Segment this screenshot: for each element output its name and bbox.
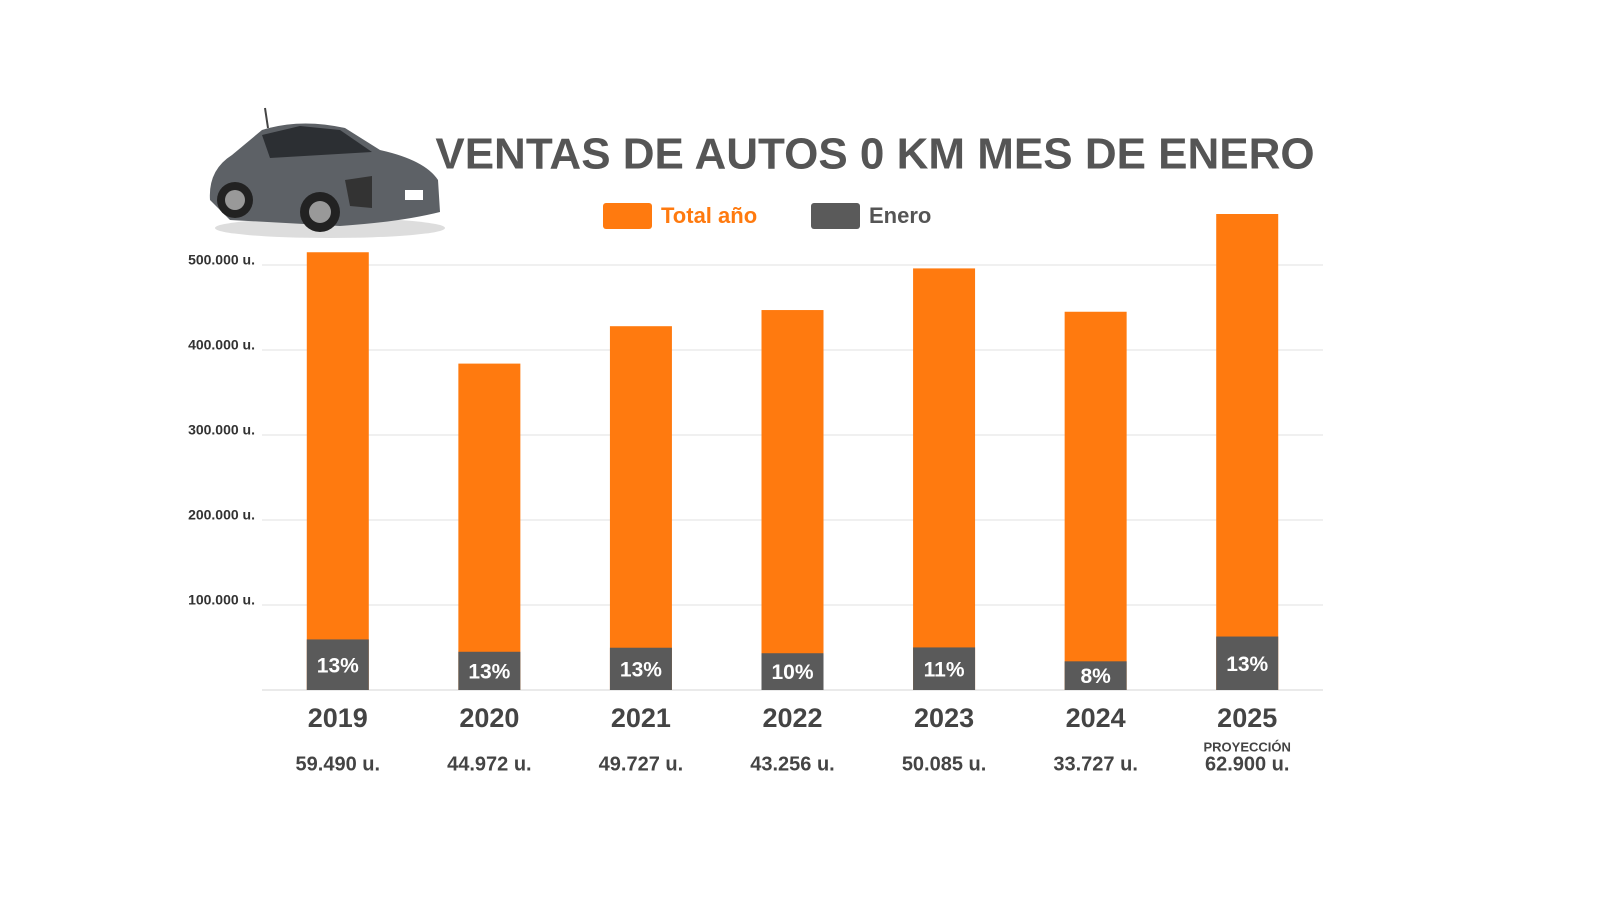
value-label: 62.900 u. [1205, 753, 1290, 775]
car-illustration [209, 107, 445, 238]
value-label: 43.256 u. [750, 753, 835, 775]
legend-label: Enero [869, 203, 931, 228]
percent-label: 10% [771, 661, 813, 684]
bar [913, 268, 976, 690]
x-tick-label: 2021 [611, 703, 671, 733]
legend-label: Total año [661, 203, 757, 228]
percent-label: 13% [620, 658, 662, 681]
legend-swatch [811, 203, 860, 229]
bar [306, 639, 369, 690]
value-label: 44.972 u. [447, 753, 532, 775]
bar [458, 651, 521, 690]
percent-label: 8% [1080, 665, 1111, 688]
value-label: 49.727 u. [599, 753, 684, 775]
legend-swatch [603, 203, 652, 229]
bar [609, 326, 672, 690]
bar [1216, 214, 1279, 690]
chart-title: VENTAS DE AUTOS 0 KM MES DE ENERO [435, 130, 1314, 179]
bar [761, 310, 824, 690]
bar [1064, 311, 1127, 690]
percent-label: 11% [924, 658, 965, 681]
x-tick-label: 2023 [914, 703, 974, 733]
x-tick-label: 2019 [308, 703, 368, 733]
bar [609, 647, 672, 690]
value-label: 50.085 u. [902, 753, 987, 775]
y-tick-label: 400.000 u. [188, 337, 255, 353]
annotation: PROYECCIÓN [1204, 739, 1291, 754]
percent-label: 13% [468, 660, 510, 683]
percent-label: 13% [317, 654, 359, 677]
x-tick-label: 2024 [1066, 703, 1126, 733]
value-label: 59.490 u. [296, 753, 381, 775]
x-tick-label: 2020 [459, 703, 519, 733]
y-tick-label: 300.000 u. [188, 422, 255, 438]
bar [1064, 661, 1127, 690]
bar [458, 363, 521, 690]
bar [1216, 636, 1279, 690]
y-tick-label: 100.000 u. [188, 592, 255, 608]
y-tick-label: 200.000 u. [188, 507, 255, 523]
bar [913, 647, 976, 690]
bar [761, 653, 824, 690]
x-tick-label: 2022 [762, 703, 822, 733]
y-tick-label: 500.000 u. [188, 252, 255, 268]
percent-label: 13% [1226, 653, 1268, 676]
x-tick-label: 2025 [1217, 703, 1277, 733]
value-label: 33.727 u. [1053, 753, 1138, 775]
bar [306, 252, 369, 690]
